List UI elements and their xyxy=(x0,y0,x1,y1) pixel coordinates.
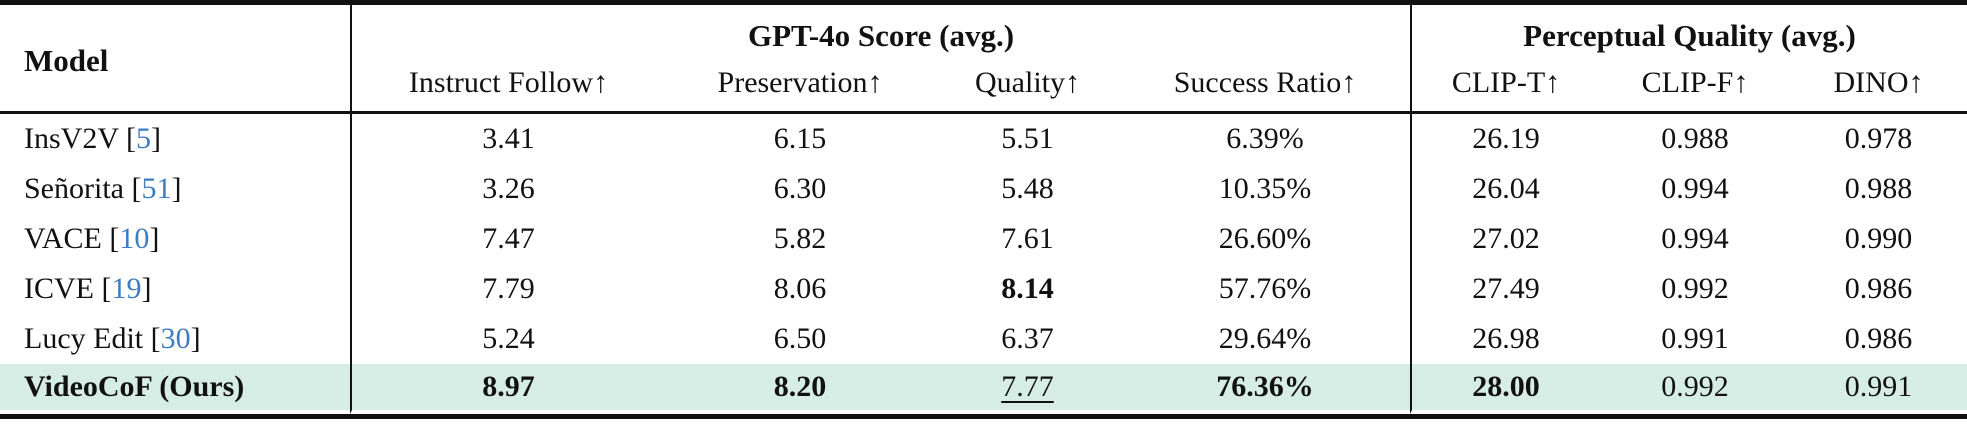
value-cell: 0.988 xyxy=(1661,122,1729,155)
value-cell: 8.20 xyxy=(665,364,935,414)
model-name: VACE xyxy=(24,222,102,255)
citation-number[interactable]: 19 xyxy=(111,272,142,305)
column-header-instruct-follow: Instruct Follow↑ xyxy=(350,61,665,114)
table-body: InsV2V [5] 3.41 6.15 5.51 6.39% 26.19 0.988 0.9… xyxy=(0,114,1967,414)
value-cell: 5.24 xyxy=(350,314,665,364)
column-header-success-ratio: Success Ratio↑ xyxy=(1120,61,1410,114)
value-cell: 8.97 xyxy=(350,364,665,414)
column-header-model: Model xyxy=(0,5,350,114)
value-cell: 27.02 xyxy=(1410,214,1600,264)
value-cell: 8.14 xyxy=(1001,272,1054,305)
model-name: ICVE xyxy=(24,272,94,305)
value-cell: 0.991 xyxy=(1661,322,1729,355)
model-cell: ICVE [19] xyxy=(0,264,350,314)
value-cell: 0.994 xyxy=(1661,222,1729,255)
table-row: ICVE [19] 7.79 8.06 8.14 57.76% 27.49 0.992 0.9… xyxy=(0,264,1967,314)
value-cell: 0.991 xyxy=(1790,364,1967,414)
citation-link[interactable]: [5] xyxy=(118,122,161,155)
table-row: Lucy Edit [30] 5.24 6.50 6.37 29.64% 26.98 0.9… xyxy=(0,314,1967,364)
model-cell: Señorita [51] xyxy=(0,164,350,214)
value-cell: 29.64% xyxy=(1218,322,1312,355)
value-cell: 57.76% xyxy=(1218,272,1312,305)
column-header-clip-f: CLIP-F↑ xyxy=(1600,61,1790,114)
value-cell: 0.986 xyxy=(1844,322,1913,355)
value-cell: 27.49 xyxy=(1410,264,1600,314)
value-cell: 0.978 xyxy=(1844,122,1913,155)
citation-link[interactable]: [10] xyxy=(101,222,160,255)
citation-number[interactable]: 30 xyxy=(160,322,191,355)
value-cell: 0.992 xyxy=(1661,272,1729,305)
citation-number[interactable]: 10 xyxy=(119,222,150,255)
value-cell: 6.37 xyxy=(1001,322,1054,355)
value-cell: 5.51 xyxy=(1001,122,1054,155)
column-header-preservation: Preservation↑ xyxy=(665,61,935,114)
value-cell: 26.60% xyxy=(1218,222,1312,255)
value-cell: 8.06 xyxy=(773,272,827,305)
citation-link[interactable]: [30] xyxy=(143,322,201,355)
citation-link[interactable]: [51] xyxy=(123,172,182,205)
header-group-row: Model GPT-4o Score (avg.) Perceptual Qua… xyxy=(0,5,1967,114)
model-cell: VACE [10] xyxy=(0,214,350,264)
value-cell: 0.992 xyxy=(1600,364,1790,414)
value-cell: 0.990 xyxy=(1844,222,1913,255)
model-cell: VideoCoF (Ours) xyxy=(0,364,350,414)
value-cell: 26.98 xyxy=(1410,314,1600,364)
model-name: VideoCoF (Ours) xyxy=(24,370,245,403)
value-cell: 6.39% xyxy=(1226,122,1304,155)
model-name: Lucy Edit xyxy=(24,322,144,355)
value-cell: 5.82 xyxy=(773,222,827,255)
value-cell: 6.30 xyxy=(773,172,827,205)
citation-link[interactable]: [19] xyxy=(94,272,152,305)
value-cell: 5.48 xyxy=(1001,172,1054,205)
citation-number[interactable]: 51 xyxy=(141,172,172,205)
value-cell: 0.988 xyxy=(1844,172,1913,205)
value-cell: 6.15 xyxy=(773,122,827,155)
table-row: Señorita [51] 3.26 6.30 5.48 10.35% 26.04 0.99… xyxy=(0,164,1967,214)
value-cell: 26.04 xyxy=(1410,164,1600,214)
value-cell: 6.50 xyxy=(773,322,827,355)
value-cell: 0.986 xyxy=(1844,272,1913,305)
value-cell: 7.61 xyxy=(1001,222,1054,255)
table-row: VideoCoF (Ours) 8.97 8.20 7.77 76.36% 28.00 0.… xyxy=(0,364,1967,414)
value-cell: 7.77 xyxy=(935,364,1120,414)
column-header-clip-t: CLIP-T↑ xyxy=(1410,61,1600,114)
value-cell: 10.35% xyxy=(1218,172,1312,205)
value-cell: 3.41 xyxy=(350,114,665,164)
header-sub-row: Instruct Follow↑ Preservation↑ Quality↑ … xyxy=(0,61,1967,114)
value-cell: 26.19 xyxy=(1410,114,1600,164)
group-header-gpt4o-score: GPT-4o Score (avg.) xyxy=(350,5,1410,61)
table-row: InsV2V [5] 3.41 6.15 5.51 6.39% 26.19 0.988 0.9… xyxy=(0,114,1967,164)
citation-number[interactable]: 5 xyxy=(135,122,151,155)
column-header-quality: Quality↑ xyxy=(935,61,1120,114)
value-cell: 7.79 xyxy=(350,264,665,314)
value-cell: 76.36% xyxy=(1120,364,1410,414)
table-row: VACE [10] 7.47 5.82 7.61 26.60% 27.02 0.994 0.9… xyxy=(0,214,1967,264)
value-cell: 3.26 xyxy=(350,164,665,214)
model-name: Señorita xyxy=(24,172,124,205)
column-header-dino: DINO↑ xyxy=(1790,61,1967,114)
value-cell: 7.47 xyxy=(350,214,665,264)
model-name: InsV2V xyxy=(24,122,119,155)
group-header-perceptual-quality: Perceptual Quality (avg.) xyxy=(1410,5,1967,61)
value-cell: 28.00 xyxy=(1410,364,1600,414)
value-cell: 0.994 xyxy=(1661,172,1729,205)
results-table: Model GPT-4o Score (avg.) Perceptual Qua… xyxy=(0,0,1967,419)
model-cell: Lucy Edit [30] xyxy=(0,314,350,364)
model-cell: InsV2V [5] xyxy=(0,114,350,164)
